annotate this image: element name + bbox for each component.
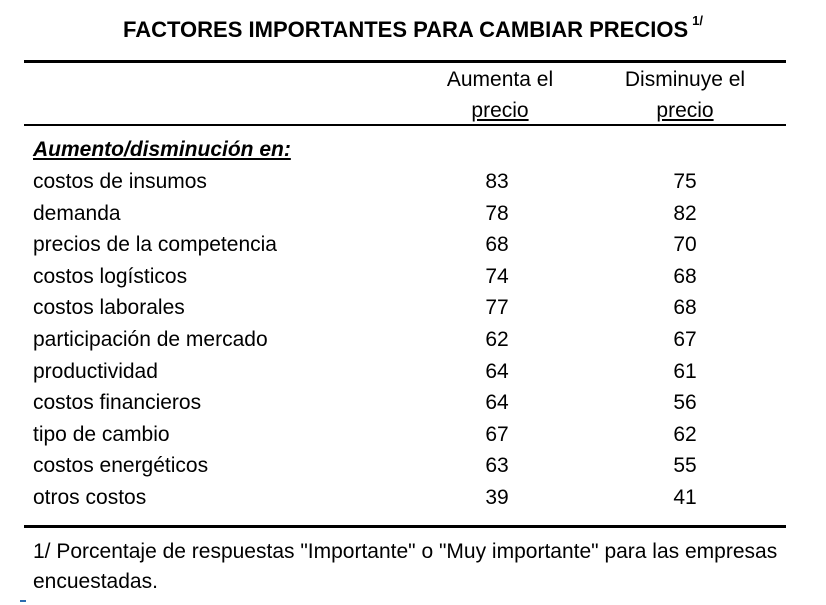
increase-value: 83 <box>485 170 509 193</box>
increase-value: 67 <box>485 422 509 446</box>
header-rule <box>24 124 786 126</box>
increase-value: 74 <box>485 264 509 288</box>
increase-value: 63 <box>485 454 509 478</box>
row-label: costos laborales <box>33 296 185 320</box>
row-label: demanda <box>33 201 121 225</box>
section-label: Aumento/disminución en: <box>33 138 291 161</box>
decrease-value: 62 <box>673 422 697 446</box>
row-label: precios de la competencia <box>33 233 277 257</box>
increase-value: 62 <box>485 327 509 351</box>
decrease-value: 61 <box>673 359 697 383</box>
increase-value: 78 <box>485 201 509 225</box>
table-row: participación de mercado 62 67 <box>0 324 826 356</box>
top-rule <box>24 60 786 63</box>
decrease-value: 68 <box>673 264 697 288</box>
bottom-rule <box>24 525 786 528</box>
decrease-value: 70 <box>673 233 697 257</box>
table-row: precios de la competencia 68 70 <box>0 229 826 261</box>
table-row: tipo de cambio 67 62 <box>0 419 826 451</box>
table-row: costos energéticos 63 55 <box>0 450 826 482</box>
row-label: costos de insumos <box>33 170 207 193</box>
increase-value: 39 <box>485 485 509 509</box>
table-title-text: FACTORES IMPORTANTES PARA CAMBIAR PRECIO… <box>123 17 689 42</box>
column-header-increase-line2: precio <box>471 99 529 122</box>
row-label: productividad <box>33 359 158 383</box>
decrease-value: 41 <box>673 485 697 509</box>
title-footnote-ref: 1/ <box>692 13 703 28</box>
column-header-increase: Aumenta el precio <box>420 64 580 126</box>
decrease-value: 55 <box>673 454 697 478</box>
table-row: costos logísticos 74 68 <box>0 261 826 293</box>
row-label: costos financieros <box>33 391 202 415</box>
row-label: costos logísticos <box>33 264 188 288</box>
table-row: costos laborales 77 68 <box>0 292 826 324</box>
row-label: participación de mercado <box>33 327 268 351</box>
footnote: 1/ Porcentaje de respuestas "Importante"… <box>33 540 778 593</box>
table-row: costos financieros 64 56 <box>0 387 826 419</box>
table-row: demanda 78 82 <box>0 198 826 230</box>
increase-value: 64 <box>485 391 509 415</box>
decrease-value: 67 <box>673 327 697 351</box>
row-label: otros costos <box>33 485 147 509</box>
decrease-value: 68 <box>673 296 697 320</box>
table-body: costos de insumos 83 75 demanda 78 82 precios … <box>0 166 826 514</box>
column-header-decrease-line2: precio <box>656 99 714 122</box>
row-label: tipo de cambio <box>33 422 170 446</box>
table-title: FACTORES IMPORTANTES PARA CAMBIAR PRECIO… <box>0 13 826 43</box>
row-label: costos energéticos <box>33 454 209 478</box>
increase-value: 68 <box>485 233 509 257</box>
table-row: costos de insumos 83 75 <box>0 166 826 198</box>
column-header-decrease: Disminuye el precio <box>600 64 770 126</box>
decrease-value: 56 <box>673 391 697 415</box>
column-header-increase-line1: Aumenta el <box>446 68 554 91</box>
increase-value: 64 <box>485 359 509 383</box>
column-header-decrease-line1: Disminuye el <box>624 68 746 91</box>
decrease-value: 75 <box>673 170 697 193</box>
table-row: otros costos 39 41 <box>0 482 826 514</box>
decorative-mark <box>20 600 26 602</box>
increase-value: 77 <box>485 296 509 320</box>
table-row: productividad 64 61 <box>0 356 826 388</box>
decrease-value: 82 <box>673 201 697 225</box>
